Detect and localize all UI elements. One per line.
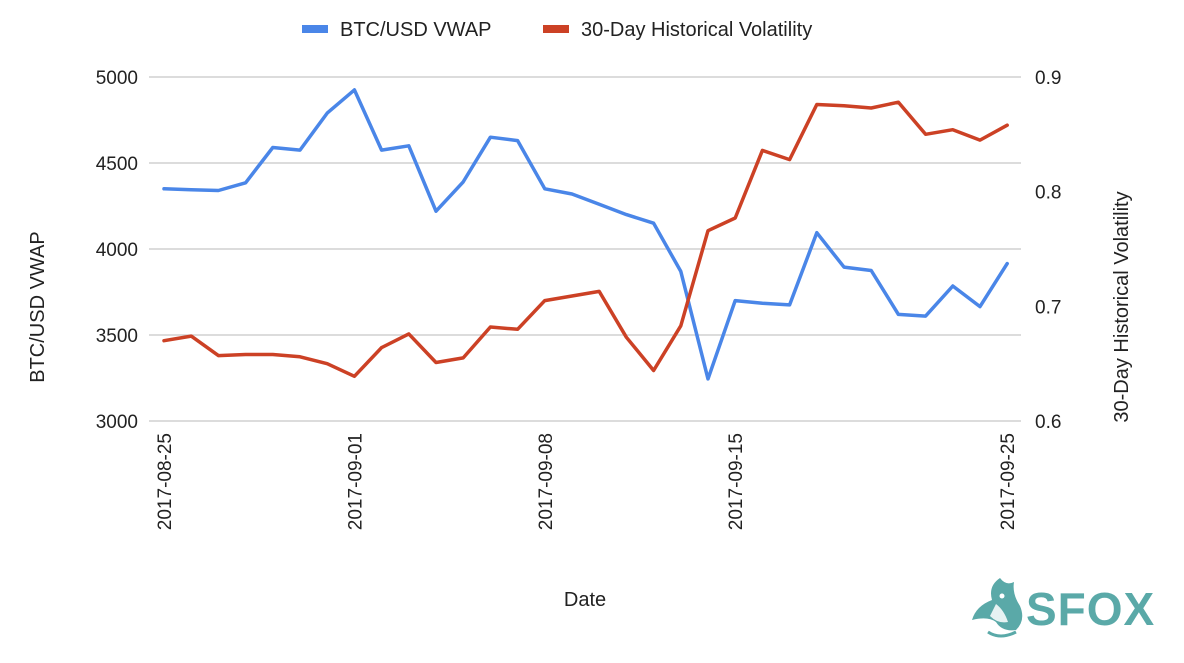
x-tick-label: 2017-09-25	[998, 433, 1019, 530]
left-axis-title: BTC/USD VWAP	[27, 231, 49, 383]
left-tick-label: 3000	[96, 412, 138, 433]
right-axis-ticks: 0.6 0.7 0.8 0.9	[1035, 68, 1061, 433]
x-axis-ticks: 2017-08-25 2017-09-01 2017-09-08 2017-09-15…	[155, 433, 1019, 530]
right-tick-label: 0.6	[1035, 412, 1061, 433]
x-tick-label: 2017-08-25	[155, 433, 176, 530]
left-tick-label: 4500	[96, 154, 138, 175]
right-tick-label: 0.7	[1035, 297, 1061, 318]
right-tick-label: 0.8	[1035, 183, 1061, 204]
left-axis-ticks: 3000 3500 4000 4500 5000	[96, 68, 138, 433]
x-tick-label: 2017-09-08	[536, 433, 557, 530]
left-tick-label: 3500	[96, 326, 138, 347]
legend-label-vwap: BTC/USD VWAP	[340, 19, 492, 41]
logo-text: SFOX	[1026, 583, 1155, 635]
x-tick-label: 2017-09-15	[726, 433, 747, 530]
legend-label-volatility: 30-Day Historical Volatility	[581, 19, 812, 41]
x-axis-title: Date	[564, 589, 606, 611]
sfox-logo: SFOX	[972, 578, 1155, 638]
right-tick-label: 0.9	[1035, 68, 1061, 89]
x-tick-label: 2017-09-01	[345, 433, 366, 530]
series-line-volatility	[162, 100, 1009, 379]
series-line-vwap	[162, 88, 1009, 381]
right-axis-title: 30-Day Historical Volatility	[1111, 191, 1133, 422]
fox-icon	[972, 578, 1023, 638]
legend-swatch-volatility	[543, 25, 569, 33]
legend-swatch-vwap	[302, 25, 328, 33]
series-layer	[162, 88, 1009, 381]
gridlines	[149, 76, 1021, 422]
left-tick-label: 5000	[96, 68, 138, 89]
legend: BTC/USD VWAP 30-Day Historical Volatilit…	[302, 19, 812, 41]
left-tick-label: 4000	[96, 240, 138, 261]
